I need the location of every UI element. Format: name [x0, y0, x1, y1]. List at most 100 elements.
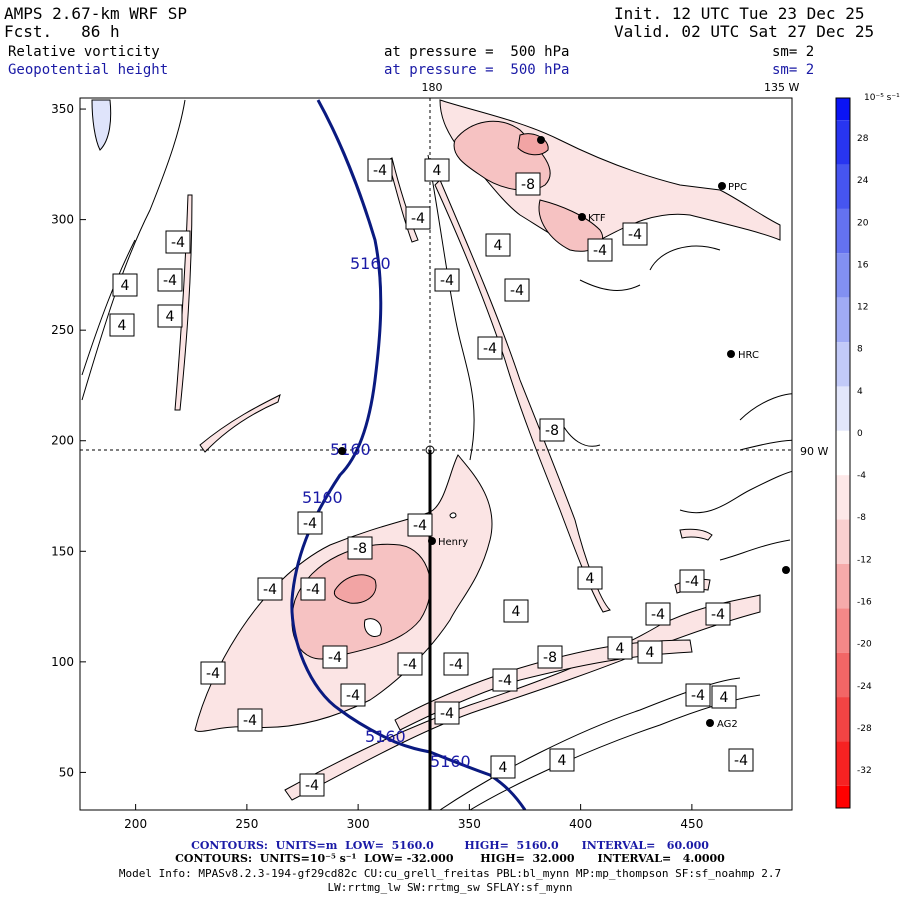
colorbar-tick-label: -32 [857, 766, 872, 776]
colorbar-swatch [836, 652, 850, 698]
south-pole-marker [425, 445, 435, 455]
vorticity-label-text: -4 [243, 713, 257, 729]
colorbar: 10⁻⁵ s⁻¹ 28 24 20 16 12 8 4 0 -4 -8 -12 -16 -20 -24 -2… [835, 93, 900, 809]
vorticity-label-box [607, 636, 633, 660]
vorticity-contour-labels: -4 4 -4 -4 4 -4 4 4 -4 4 -4 -4 -4 -8 -4 -8 -4 -8 -4 -4 -4 -4 -… [109, 158, 754, 797]
vorticity-label-box [490, 755, 516, 779]
station-marker [537, 136, 545, 144]
vorticity-label-text: -4 [510, 283, 524, 299]
height-label: 5160 [350, 254, 391, 273]
height-label: 5160 [430, 752, 471, 771]
vorticity-label-text: -4 [328, 650, 342, 666]
vorticity-label-text: 4 [433, 163, 442, 179]
colorbar-swatch [836, 386, 850, 431]
vorticity-label: 4 [577, 566, 603, 590]
vorticity-label-box [645, 602, 671, 626]
vorticity-label: -8 [515, 172, 541, 196]
colorbar-tick-label: 4 [857, 387, 863, 397]
vorticity-label-box [503, 599, 529, 623]
forecast-hour: Fcst. 86 h [4, 22, 120, 41]
station-marker [718, 182, 726, 190]
colorbar-swatch [836, 563, 850, 609]
vorticity-label-text: -4 [403, 657, 417, 673]
vorticity-label-text: 4 [720, 690, 729, 706]
vorticity-label-text: -4 [306, 582, 320, 598]
vorticity-label: 4 [109, 313, 135, 337]
vorticity-label: -4 [157, 268, 183, 292]
vorticity-label-text: 4 [586, 571, 595, 587]
vorticity-label: -4 [165, 230, 191, 254]
valid-time: Valid. 02 UTC Sat 27 Dec 25 [614, 22, 875, 41]
vorticity-label-text: -4 [651, 607, 665, 623]
vorticity-label-text: 4 [118, 318, 127, 334]
colorbar-swatch [836, 253, 850, 298]
vorticity-label: -4 [645, 602, 671, 626]
vorticity-fill-minus12 [333, 133, 549, 604]
vorticity-label-text: -8 [545, 423, 559, 439]
vorticity-label-box [434, 701, 460, 725]
field1-level: at pressure = 500 hPa [384, 44, 570, 60]
label-90w: 90 W [800, 445, 828, 458]
colorbar-swatch [836, 297, 850, 343]
footer-vorticity-contours: CONTOURS: UNITS=10⁻⁵ s⁻¹ LOW= -32.000 HI… [175, 852, 725, 865]
colorbar-swatch [836, 208, 850, 254]
vorticity-label-text: -4 [413, 518, 427, 534]
vorticity-label-box [157, 268, 183, 292]
vorticity-label-text: -4 [305, 778, 319, 794]
vorticity-label-box [477, 336, 503, 360]
vorticity-label: 4 [112, 273, 138, 297]
colorbar-swatch [836, 164, 850, 209]
vorticity-label-box [367, 158, 393, 182]
vorticity-label-text: -4 [411, 211, 425, 227]
vorticity-label-text: -4 [734, 753, 748, 769]
vorticity-label: -4 [367, 158, 393, 182]
field1-name: Relative vorticity [8, 44, 160, 60]
colorbar-tick-label: -28 [857, 724, 872, 734]
vorticity-label-box [300, 577, 326, 601]
colorbar-tick-label: 8 [857, 345, 863, 355]
vorticity-label: 4 [485, 233, 511, 257]
vorticity-label: -4 [300, 577, 326, 601]
vorticity-label: -4 [434, 701, 460, 725]
colorbar-swatch [836, 120, 850, 165]
colorbar-swatch [836, 475, 850, 520]
vorticity-label-box [637, 640, 663, 664]
y-tick-label: 100 [51, 655, 74, 669]
vorticity-label-box [679, 569, 705, 593]
colorbar-tick-label: -24 [857, 682, 872, 692]
height-label: 5160 [365, 727, 406, 746]
init-time: Init. 12 UTC Tue 23 Dec 25 [614, 4, 865, 23]
vorticity-label-text: -4 [440, 706, 454, 722]
colorbar-swatch [836, 785, 850, 808]
vorticity-label-box [347, 536, 373, 560]
vorticity-label-text: 4 [499, 760, 508, 776]
x-tick-label: 250 [235, 817, 258, 831]
vorticity-label: -4 [477, 336, 503, 360]
vorticity-label-text: -8 [353, 541, 367, 557]
vorticity-label-box [297, 511, 323, 535]
label-135w: 135 W [764, 81, 799, 94]
vorticity-label-text: -4 [373, 163, 387, 179]
colorbar-swatch [836, 697, 850, 742]
vorticity-label: -4 [407, 513, 433, 537]
model-title: AMPS 2.67-km WRF SP [4, 4, 188, 23]
vorticity-label: -4 [340, 683, 366, 707]
vorticity-label-text: -4 [628, 227, 642, 243]
colorbar-tick-label: -20 [857, 640, 872, 650]
vorticity-label: -8 [347, 536, 373, 560]
vorticity-label-text: -4 [449, 657, 463, 673]
vorticity-label: 4 [637, 640, 663, 664]
vorticity-label-box [515, 172, 541, 196]
vorticity-label-text: -4 [711, 607, 725, 623]
vorticity-label: -4 [504, 278, 530, 302]
colorbar-tick-label: 0 [857, 429, 863, 439]
height-contour-5160 [290, 99, 527, 810]
field2-level: at pressure = 500 hPa [384, 62, 570, 78]
vorticity-label-box [257, 577, 283, 601]
vorticity-label-box [622, 222, 648, 246]
stations: HRC Henry AG2 PPC KTF [338, 136, 790, 730]
vorticity-label-box [728, 748, 754, 772]
vorticity-label: -4 [587, 238, 613, 262]
vorticity-label-text: -4 [171, 235, 185, 251]
x-tick-label: 450 [680, 817, 703, 831]
